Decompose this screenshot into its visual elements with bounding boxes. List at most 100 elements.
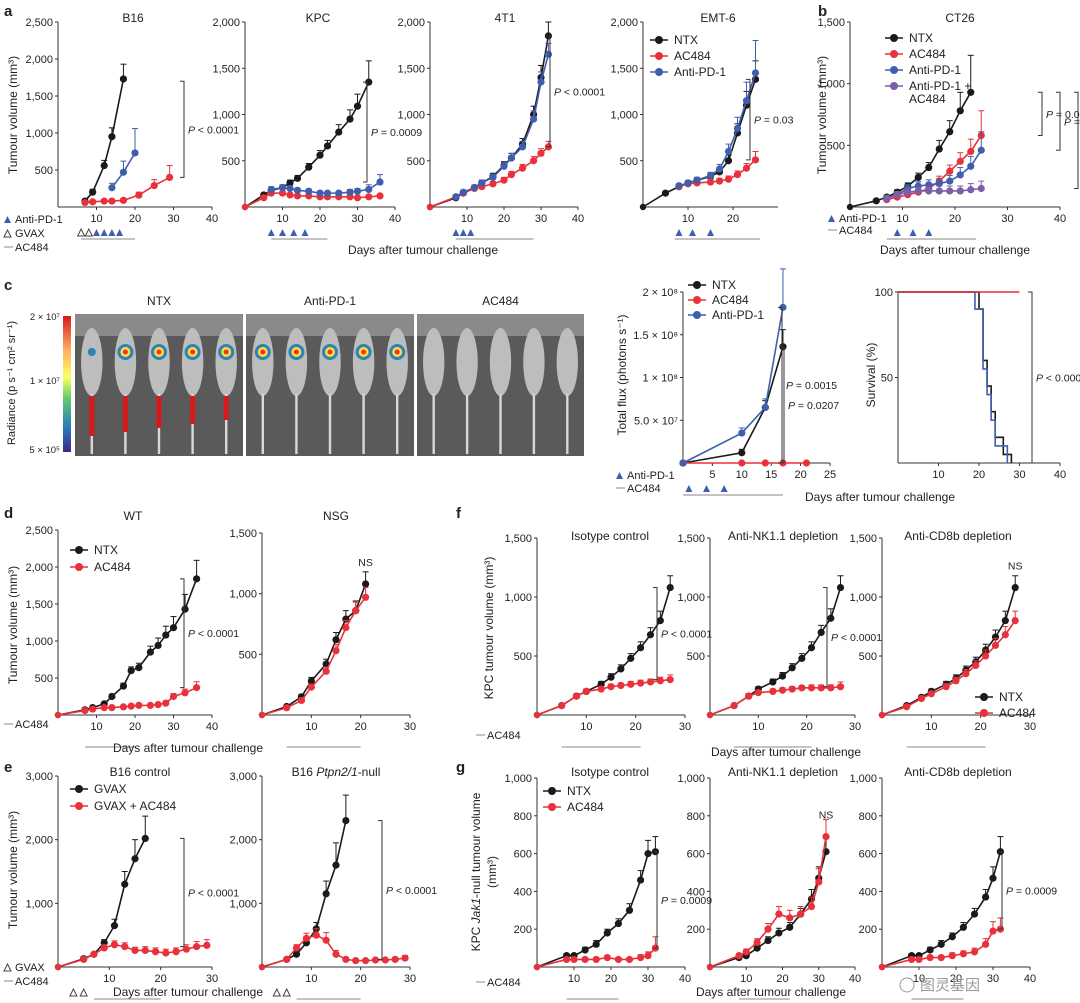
series-ntx — [878, 836, 1005, 971]
imaging-group-anti-pd-1: Anti-PD-1 — [246, 294, 414, 456]
data-point — [146, 701, 154, 709]
anti-pd1-dose-marker — [689, 229, 696, 236]
anti-pd1-dose-marker — [279, 229, 286, 236]
y-tick-label: 800 — [859, 811, 877, 823]
data-point — [533, 963, 541, 971]
x-tick-label: 10 — [461, 213, 473, 225]
data-point — [376, 192, 384, 200]
data-point — [764, 936, 772, 945]
y-tick-label: 2,000 — [397, 17, 425, 29]
p-value: = 0.02 — [1071, 116, 1080, 128]
data-point — [332, 647, 340, 655]
signal-core — [260, 349, 266, 355]
legend-label: AC484 — [567, 800, 604, 814]
p-value-label: P = 0.0009 — [371, 127, 422, 139]
series-line — [84, 78, 125, 202]
significance-bracket — [1038, 91, 1043, 136]
chart-title: Anti-NK1.1 depletion — [728, 765, 838, 779]
data-point — [982, 940, 990, 948]
anti-pd1-dose-marker — [893, 229, 901, 236]
p-value-label: P = 0.02 — [1064, 116, 1080, 128]
anti-pd1-icon — [616, 472, 623, 479]
data-point — [977, 184, 985, 193]
data-point — [946, 128, 954, 136]
chart-a4: 10 20 500 1,000 1,500 2,000 EMT-6 P = 0.03 — [610, 11, 794, 240]
significance-bracket — [546, 35, 551, 148]
data-point — [788, 664, 796, 672]
tail-signal — [122, 396, 128, 432]
y-axis-title-a-part-1: ³) — [6, 56, 20, 64]
mouse-body — [489, 328, 512, 396]
series-anti-pd-1 — [267, 174, 384, 197]
data-point — [507, 171, 515, 179]
x-tick-label: 30 — [849, 721, 861, 733]
treatment-label: Anti-PD-1 — [4, 214, 63, 226]
data-point — [639, 203, 647, 211]
p-value: < 0.0001 — [195, 888, 239, 900]
data-point — [182, 945, 190, 953]
data-point — [172, 948, 180, 956]
data-point — [293, 186, 302, 194]
anti-pd1-dose-marker — [116, 229, 124, 236]
anti-pd1-dose-marker — [93, 229, 100, 236]
mouse-tail — [328, 394, 332, 454]
data-point — [644, 952, 652, 960]
y-axis-title-g-part-0: KPC — [469, 923, 483, 951]
gvax-dose-marker — [272, 987, 282, 997]
data-point — [127, 702, 135, 710]
chart-title: Isotype control — [571, 765, 649, 779]
x-tick-label: 20 — [794, 469, 806, 481]
data-point — [967, 88, 975, 96]
data-point — [967, 162, 975, 170]
treatment-label-text: AC484 — [15, 719, 49, 731]
x-tick-label: 30 — [642, 973, 654, 985]
data-point — [946, 187, 954, 195]
x-tick-label: 40 — [572, 213, 584, 225]
gvax-icon — [3, 228, 12, 238]
data-point — [935, 187, 943, 195]
legend-label: AC484 — [94, 560, 131, 574]
mouse-body — [319, 328, 341, 396]
data-point — [241, 203, 249, 211]
mouse-body — [148, 328, 170, 396]
data-point — [836, 583, 845, 592]
y-tick-label: 500 — [239, 649, 257, 661]
data-point — [570, 955, 578, 964]
data-point — [302, 934, 310, 942]
x-tick-label: 15 — [765, 469, 777, 481]
chart-title-part-2: -null — [358, 765, 381, 779]
data-point — [1011, 617, 1019, 625]
data-point — [925, 163, 933, 172]
treatment-label-text: Anti-PD-1 — [839, 213, 887, 225]
data-point — [127, 667, 135, 675]
data-point — [108, 197, 116, 205]
y-tick-label: 1,000 — [677, 773, 705, 785]
series-ac484 — [878, 917, 1005, 971]
gvax-dose-marker — [76, 227, 86, 237]
data-point — [754, 688, 762, 697]
series-ac484 — [706, 681, 845, 719]
x-tick-label: 30 — [987, 973, 999, 985]
data-point — [738, 449, 746, 457]
x-tick-label: 30 — [1001, 213, 1013, 225]
data-point — [656, 617, 664, 625]
mouse — [352, 328, 375, 454]
data-point — [342, 624, 350, 632]
x-tick-label: 10 — [305, 973, 317, 985]
panel-letter-a: a — [4, 3, 13, 20]
data-point — [470, 183, 478, 192]
x-tick-label: 30 — [167, 213, 179, 225]
y-tick-label: 200 — [859, 924, 877, 936]
watermark-text: 图灵基因 — [920, 977, 980, 994]
data-point — [959, 950, 968, 958]
x-tick-label: 20 — [630, 721, 642, 733]
data-point — [872, 197, 880, 205]
mouse — [215, 328, 237, 454]
data-point — [778, 686, 787, 694]
series-ac484 — [878, 610, 1019, 719]
x-tick-label: 10 — [736, 469, 748, 481]
data-point — [956, 107, 964, 115]
gvax-dose-marker — [282, 987, 291, 997]
data-point — [959, 923, 968, 931]
